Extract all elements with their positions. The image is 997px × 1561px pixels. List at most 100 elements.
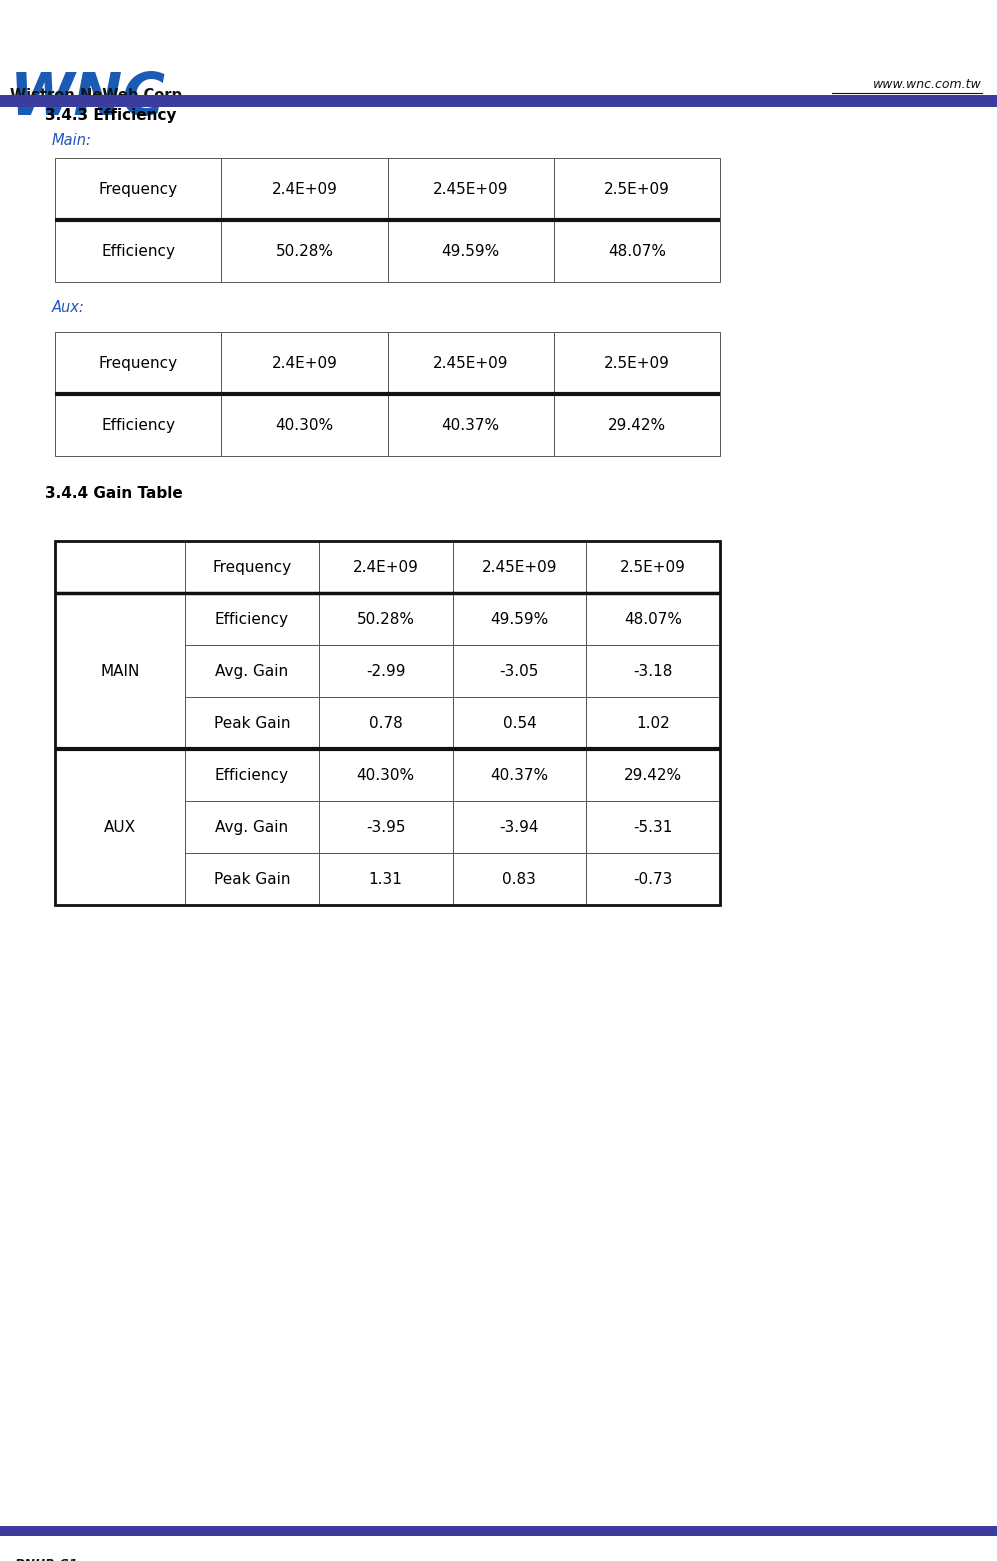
Bar <box>319 801 453 852</box>
Bar <box>55 593 185 749</box>
Text: -3.95: -3.95 <box>366 820 406 835</box>
Bar <box>319 542 453 593</box>
Bar <box>453 749 586 801</box>
Text: MAIN: MAIN <box>101 663 140 679</box>
Bar <box>453 645 586 698</box>
Text: Peak Gain: Peak Gain <box>213 871 290 887</box>
Text: -3.18: -3.18 <box>633 663 673 679</box>
Bar <box>185 542 319 593</box>
Text: 48.07%: 48.07% <box>608 244 666 259</box>
Bar <box>319 749 453 801</box>
Text: 2.5E+09: 2.5E+09 <box>604 181 670 197</box>
Text: -3.94: -3.94 <box>499 820 539 835</box>
Bar <box>586 852 720 905</box>
Bar <box>0 95 997 108</box>
Text: 1.02: 1.02 <box>636 715 670 731</box>
Bar <box>319 698 453 749</box>
Bar <box>221 393 388 456</box>
Text: WNC: WNC <box>10 70 166 126</box>
Text: Frequency: Frequency <box>99 356 177 370</box>
Text: Frequency: Frequency <box>99 181 177 197</box>
Text: 29.42%: 29.42% <box>624 768 682 782</box>
Bar <box>221 220 388 283</box>
Bar <box>55 542 720 905</box>
Text: 40.30%: 40.30% <box>357 768 415 782</box>
Bar <box>185 749 319 801</box>
Text: 2.5E+09: 2.5E+09 <box>620 559 686 574</box>
Text: 48.07%: 48.07% <box>624 612 682 626</box>
Bar <box>55 158 221 220</box>
Text: -2.99: -2.99 <box>366 663 406 679</box>
Bar <box>221 158 388 220</box>
Text: Aux:: Aux: <box>52 300 85 315</box>
Text: 50.28%: 50.28% <box>357 612 415 626</box>
Bar <box>388 393 553 456</box>
Bar <box>453 852 586 905</box>
Text: -3.05: -3.05 <box>499 663 539 679</box>
Bar <box>388 158 553 220</box>
Text: 3.4.4 Gain Table: 3.4.4 Gain Table <box>45 485 182 501</box>
Text: 0.54: 0.54 <box>502 715 536 731</box>
Bar <box>185 593 319 645</box>
Text: Efficiency: Efficiency <box>101 244 175 259</box>
Bar <box>586 542 720 593</box>
Bar <box>185 852 319 905</box>
Bar <box>553 158 720 220</box>
Bar <box>586 801 720 852</box>
Bar <box>55 220 221 283</box>
Bar <box>55 542 185 593</box>
Text: 2.4E+09: 2.4E+09 <box>271 181 337 197</box>
Text: DNUR-S1: DNUR-S1 <box>15 1558 79 1561</box>
Text: 49.59%: 49.59% <box>491 612 548 626</box>
Text: Avg. Gain: Avg. Gain <box>215 663 288 679</box>
Text: Frequency: Frequency <box>212 559 291 574</box>
Bar <box>319 593 453 645</box>
Text: 40.37%: 40.37% <box>491 768 548 782</box>
Text: AUX: AUX <box>104 820 136 835</box>
Text: 2.45E+09: 2.45E+09 <box>482 559 557 574</box>
Text: 40.30%: 40.30% <box>275 417 333 432</box>
Text: 50.28%: 50.28% <box>275 244 333 259</box>
Bar <box>586 698 720 749</box>
Bar <box>319 852 453 905</box>
Text: Efficiency: Efficiency <box>215 768 289 782</box>
Text: 3.4.3 Efficiency: 3.4.3 Efficiency <box>45 108 176 123</box>
Text: Wistron NeWeb Corp.: Wistron NeWeb Corp. <box>10 87 187 103</box>
Bar <box>0 1527 997 1536</box>
Text: Peak Gain: Peak Gain <box>213 715 290 731</box>
Bar <box>55 332 221 393</box>
Bar <box>221 332 388 393</box>
Bar <box>185 698 319 749</box>
Bar <box>388 220 553 283</box>
Text: Avg. Gain: Avg. Gain <box>215 820 288 835</box>
Text: www.wnc.com.tw: www.wnc.com.tw <box>873 78 982 91</box>
Bar <box>453 801 586 852</box>
Text: 2.45E+09: 2.45E+09 <box>433 356 508 370</box>
Text: 1.31: 1.31 <box>369 871 403 887</box>
Bar <box>185 801 319 852</box>
Bar <box>319 645 453 698</box>
Text: 0.83: 0.83 <box>502 871 536 887</box>
Bar <box>586 593 720 645</box>
Text: Efficiency: Efficiency <box>215 612 289 626</box>
Bar <box>586 749 720 801</box>
Text: 29.42%: 29.42% <box>608 417 666 432</box>
Bar <box>453 542 586 593</box>
Text: 49.59%: 49.59% <box>442 244 499 259</box>
Text: -5.31: -5.31 <box>633 820 673 835</box>
Bar <box>453 593 586 645</box>
Bar <box>553 393 720 456</box>
Text: 0.78: 0.78 <box>369 715 403 731</box>
Bar <box>55 393 221 456</box>
Text: 2.5E+09: 2.5E+09 <box>604 356 670 370</box>
Bar <box>553 220 720 283</box>
Text: 40.37%: 40.37% <box>442 417 499 432</box>
Text: Main:: Main: <box>52 133 92 148</box>
Bar <box>586 645 720 698</box>
Text: -0.73: -0.73 <box>633 871 673 887</box>
Bar <box>553 332 720 393</box>
Bar <box>55 749 185 905</box>
Bar <box>388 332 553 393</box>
Text: Efficiency: Efficiency <box>101 417 175 432</box>
Text: 2.4E+09: 2.4E+09 <box>353 559 419 574</box>
